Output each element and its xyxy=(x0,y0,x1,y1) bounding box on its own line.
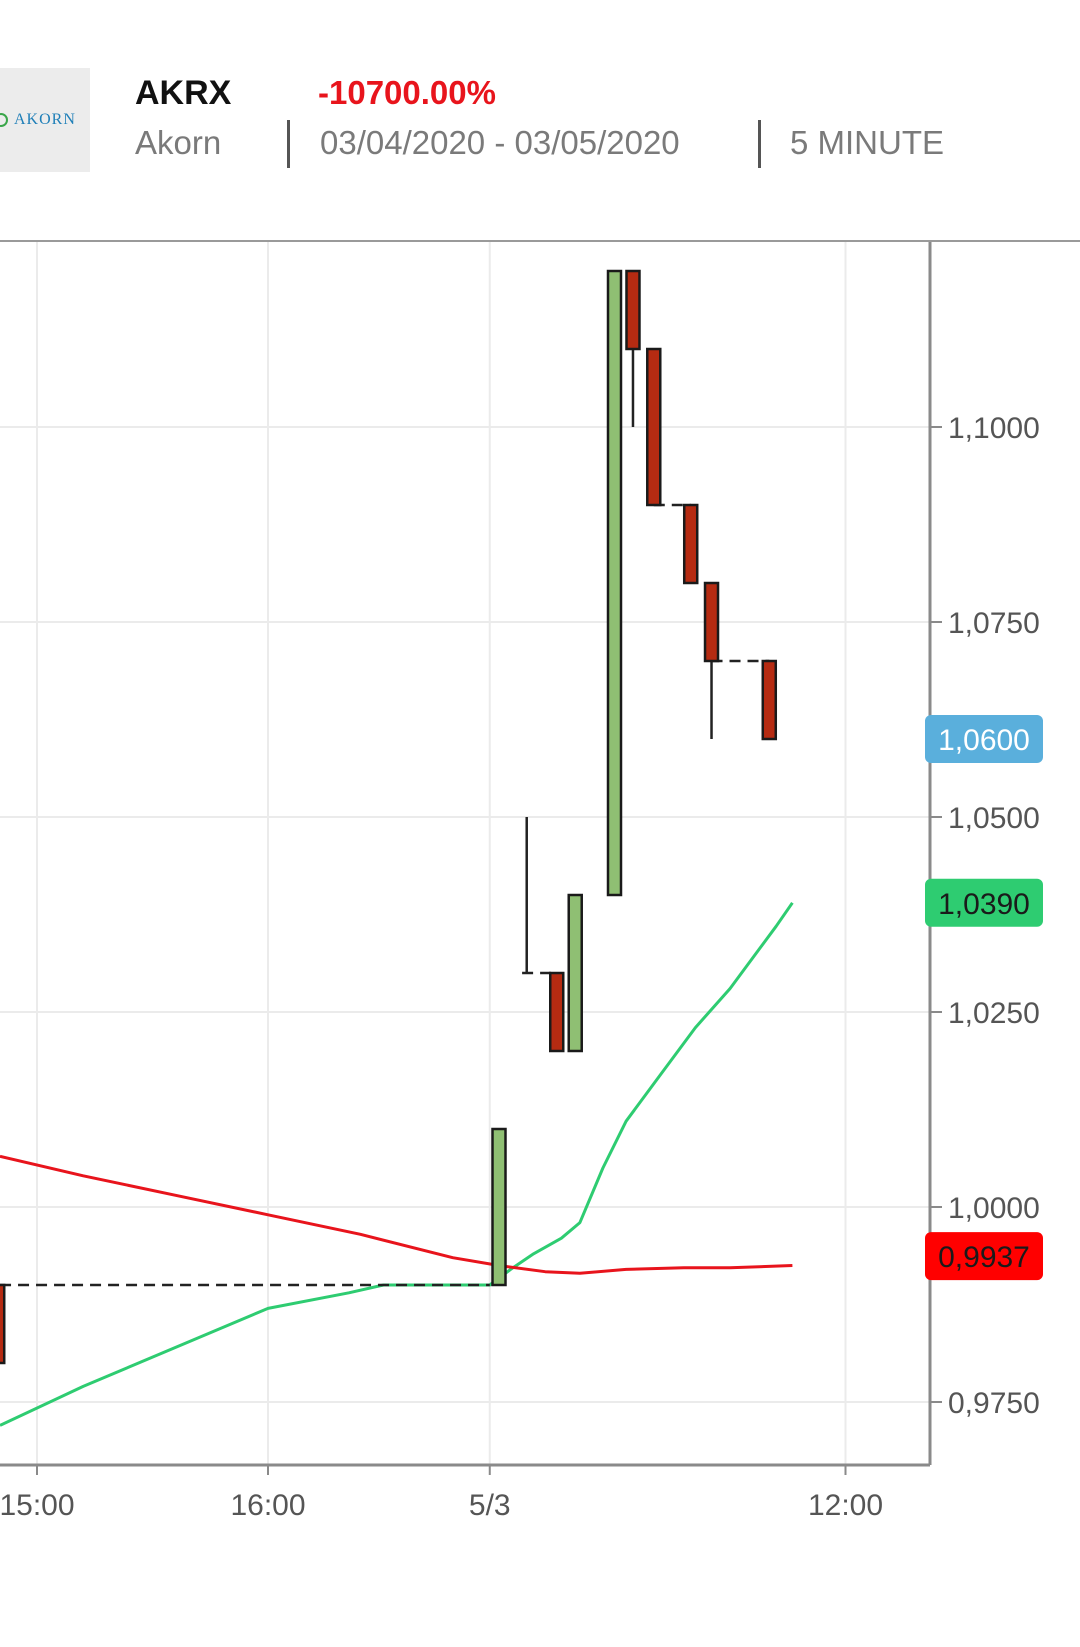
date-range: 03/04/2020 - 03/05/2020 xyxy=(320,124,680,161)
y-tick-label: 1,0000 xyxy=(948,1192,1040,1225)
ticker-symbol: AKRX xyxy=(135,74,232,112)
y-tick-label: 1,0500 xyxy=(948,802,1040,835)
y-tick-label: 0,9750 xyxy=(948,1387,1040,1420)
company-name: Akorn xyxy=(135,124,222,161)
candle-down xyxy=(646,347,662,507)
candle-down xyxy=(682,503,699,585)
chart-header: AKORN AKRX Akorn -10700.00% 03/04/2020 -… xyxy=(0,0,1080,240)
price-badge-label: 1,0390 xyxy=(938,888,1030,921)
y-tick-label: 1,1000 xyxy=(948,412,1040,445)
candle-up xyxy=(606,269,623,897)
candle-down xyxy=(703,581,720,663)
candle-up xyxy=(491,1127,507,1287)
x-tick-label: 16:00 xyxy=(230,1489,305,1522)
y-tick-label: 1,0750 xyxy=(948,607,1040,640)
price-badge-label: 1,0600 xyxy=(938,724,1030,757)
indicator-line-2 xyxy=(0,1154,793,1275)
header-separator xyxy=(758,120,761,168)
candle-down xyxy=(0,1283,6,1365)
price-badge xyxy=(925,878,1043,927)
price-change: -10700.00% xyxy=(318,74,496,111)
x-tick-label: 5/3 xyxy=(469,1489,511,1522)
logo-text: AKORN xyxy=(14,111,76,128)
x-tick-label: 12:00 xyxy=(808,1489,883,1522)
candle-up xyxy=(567,893,583,1053)
price-badge xyxy=(925,715,1043,763)
logo-ring-icon xyxy=(0,113,8,127)
grid-lines xyxy=(0,242,930,1465)
x-tick-label: 15:00 xyxy=(0,1489,75,1522)
indicator-line-1 xyxy=(0,901,794,1427)
plot-area xyxy=(0,269,794,1427)
company-logo: AKORN xyxy=(0,68,90,172)
candle-down xyxy=(625,269,641,351)
header-divider xyxy=(0,240,1080,242)
price-badge-label: 0,9937 xyxy=(938,1241,1030,1274)
interval-label: 5 MINUTE xyxy=(790,124,945,161)
y-tick-label: 1,0250 xyxy=(948,997,1040,1030)
header-separator xyxy=(287,120,290,168)
candle-down xyxy=(549,971,565,1053)
price-badge xyxy=(925,1232,1043,1281)
candle-down xyxy=(761,659,778,741)
